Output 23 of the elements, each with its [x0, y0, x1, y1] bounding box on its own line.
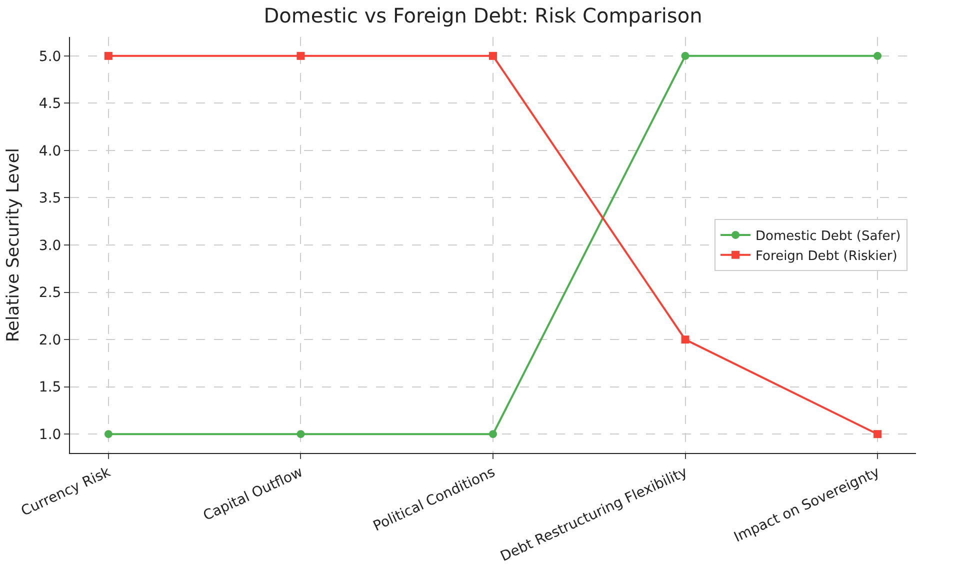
point	[296, 52, 305, 60]
legend-label: Domestic Debt (Safer)	[756, 229, 901, 244]
y-axis-title: Relative Security Level	[3, 148, 24, 342]
point	[681, 52, 690, 60]
point	[104, 52, 112, 60]
y-tick-label: 2.5	[38, 285, 62, 302]
point	[874, 52, 882, 60]
y-tick-label: 5.0	[38, 48, 62, 65]
y-tick-label: 2.0	[38, 332, 62, 348]
point	[489, 430, 497, 438]
y-tick-label: 3.5	[38, 190, 62, 207]
legend-label: Foreign Debt (Riskier)	[756, 248, 898, 264]
chart-title: Domestic vs Foreign Debt: Risk Comparison	[264, 4, 702, 28]
point	[681, 336, 690, 344]
point	[296, 430, 305, 438]
y-tick-label: 4.5	[38, 96, 62, 112]
y-tick-label: 4.0	[38, 143, 62, 160]
point	[874, 430, 882, 438]
point	[104, 430, 112, 438]
y-tick-label: 3.0	[38, 238, 62, 254]
y-tick-label: 1.5	[38, 380, 62, 396]
y-tick-label: 1.0	[38, 426, 62, 443]
point	[489, 52, 497, 60]
